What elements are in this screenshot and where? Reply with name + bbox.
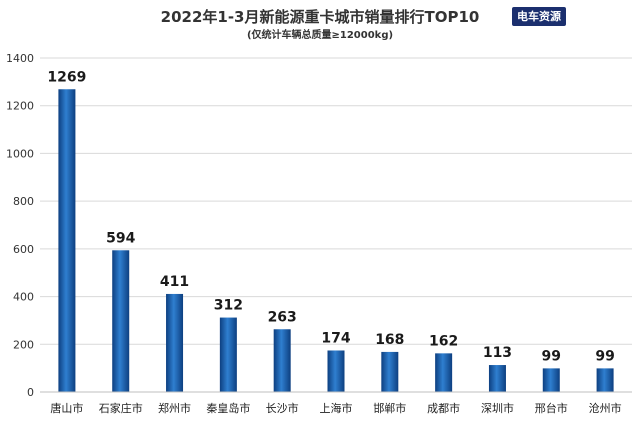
data-label: 168 <box>375 332 404 348</box>
x-tick-label: 秦皇岛市 <box>206 401 250 415</box>
data-label: 162 <box>429 333 458 349</box>
bar-6 <box>327 350 345 392</box>
x-tick-label: 长沙市 <box>266 401 299 415</box>
x-tick-label: 成都市 <box>427 401 460 415</box>
bar-3 <box>166 293 184 392</box>
data-label: 99 <box>595 348 614 364</box>
data-label: 1269 <box>47 69 86 85</box>
y-tick-label: 1400 <box>6 52 34 65</box>
bar-7 <box>381 351 399 392</box>
y-tick-label: 400 <box>13 291 34 304</box>
bar-1 <box>58 89 76 392</box>
y-tick-label: 1200 <box>6 100 34 113</box>
chart-title: 2022年1-3月新能源重卡城市销量排行TOP10 <box>160 8 480 26</box>
x-tick-label: 石家庄市 <box>99 401 143 415</box>
bar-2 <box>112 250 130 392</box>
bar-5 <box>273 329 291 392</box>
bar-10 <box>542 368 560 392</box>
data-label: 113 <box>483 345 512 361</box>
y-tick-label: 0 <box>27 386 34 399</box>
data-label: 99 <box>542 348 561 364</box>
x-tick-label: 唐山市 <box>50 401 83 415</box>
y-tick-label: 200 <box>13 338 34 351</box>
x-tick-label: 邯郸市 <box>373 401 406 415</box>
data-label: 263 <box>268 309 297 325</box>
y-tick-label: 600 <box>13 243 34 256</box>
bar-4 <box>219 317 237 392</box>
y-tick-label: 800 <box>13 195 34 208</box>
x-tick-label: 上海市 <box>320 401 353 415</box>
x-tick-label: 沧州市 <box>589 401 622 415</box>
y-tick-label: 1000 <box>6 147 34 160</box>
data-label: 594 <box>106 230 135 246</box>
bar-8 <box>435 353 453 392</box>
bar-9 <box>488 365 506 392</box>
data-label: 174 <box>321 330 350 346</box>
x-tick-label: 郑州市 <box>158 401 191 415</box>
bar-11 <box>596 368 614 392</box>
x-tick-label: 邢台市 <box>535 401 568 415</box>
x-tick-label: 深圳市 <box>481 401 514 415</box>
data-label: 312 <box>214 298 243 314</box>
data-label: 411 <box>160 274 189 290</box>
watermark-logo: 电车资源 <box>512 7 566 26</box>
chart-subtitle: (仅统计车辆总质量≥12000kg) <box>246 30 394 41</box>
